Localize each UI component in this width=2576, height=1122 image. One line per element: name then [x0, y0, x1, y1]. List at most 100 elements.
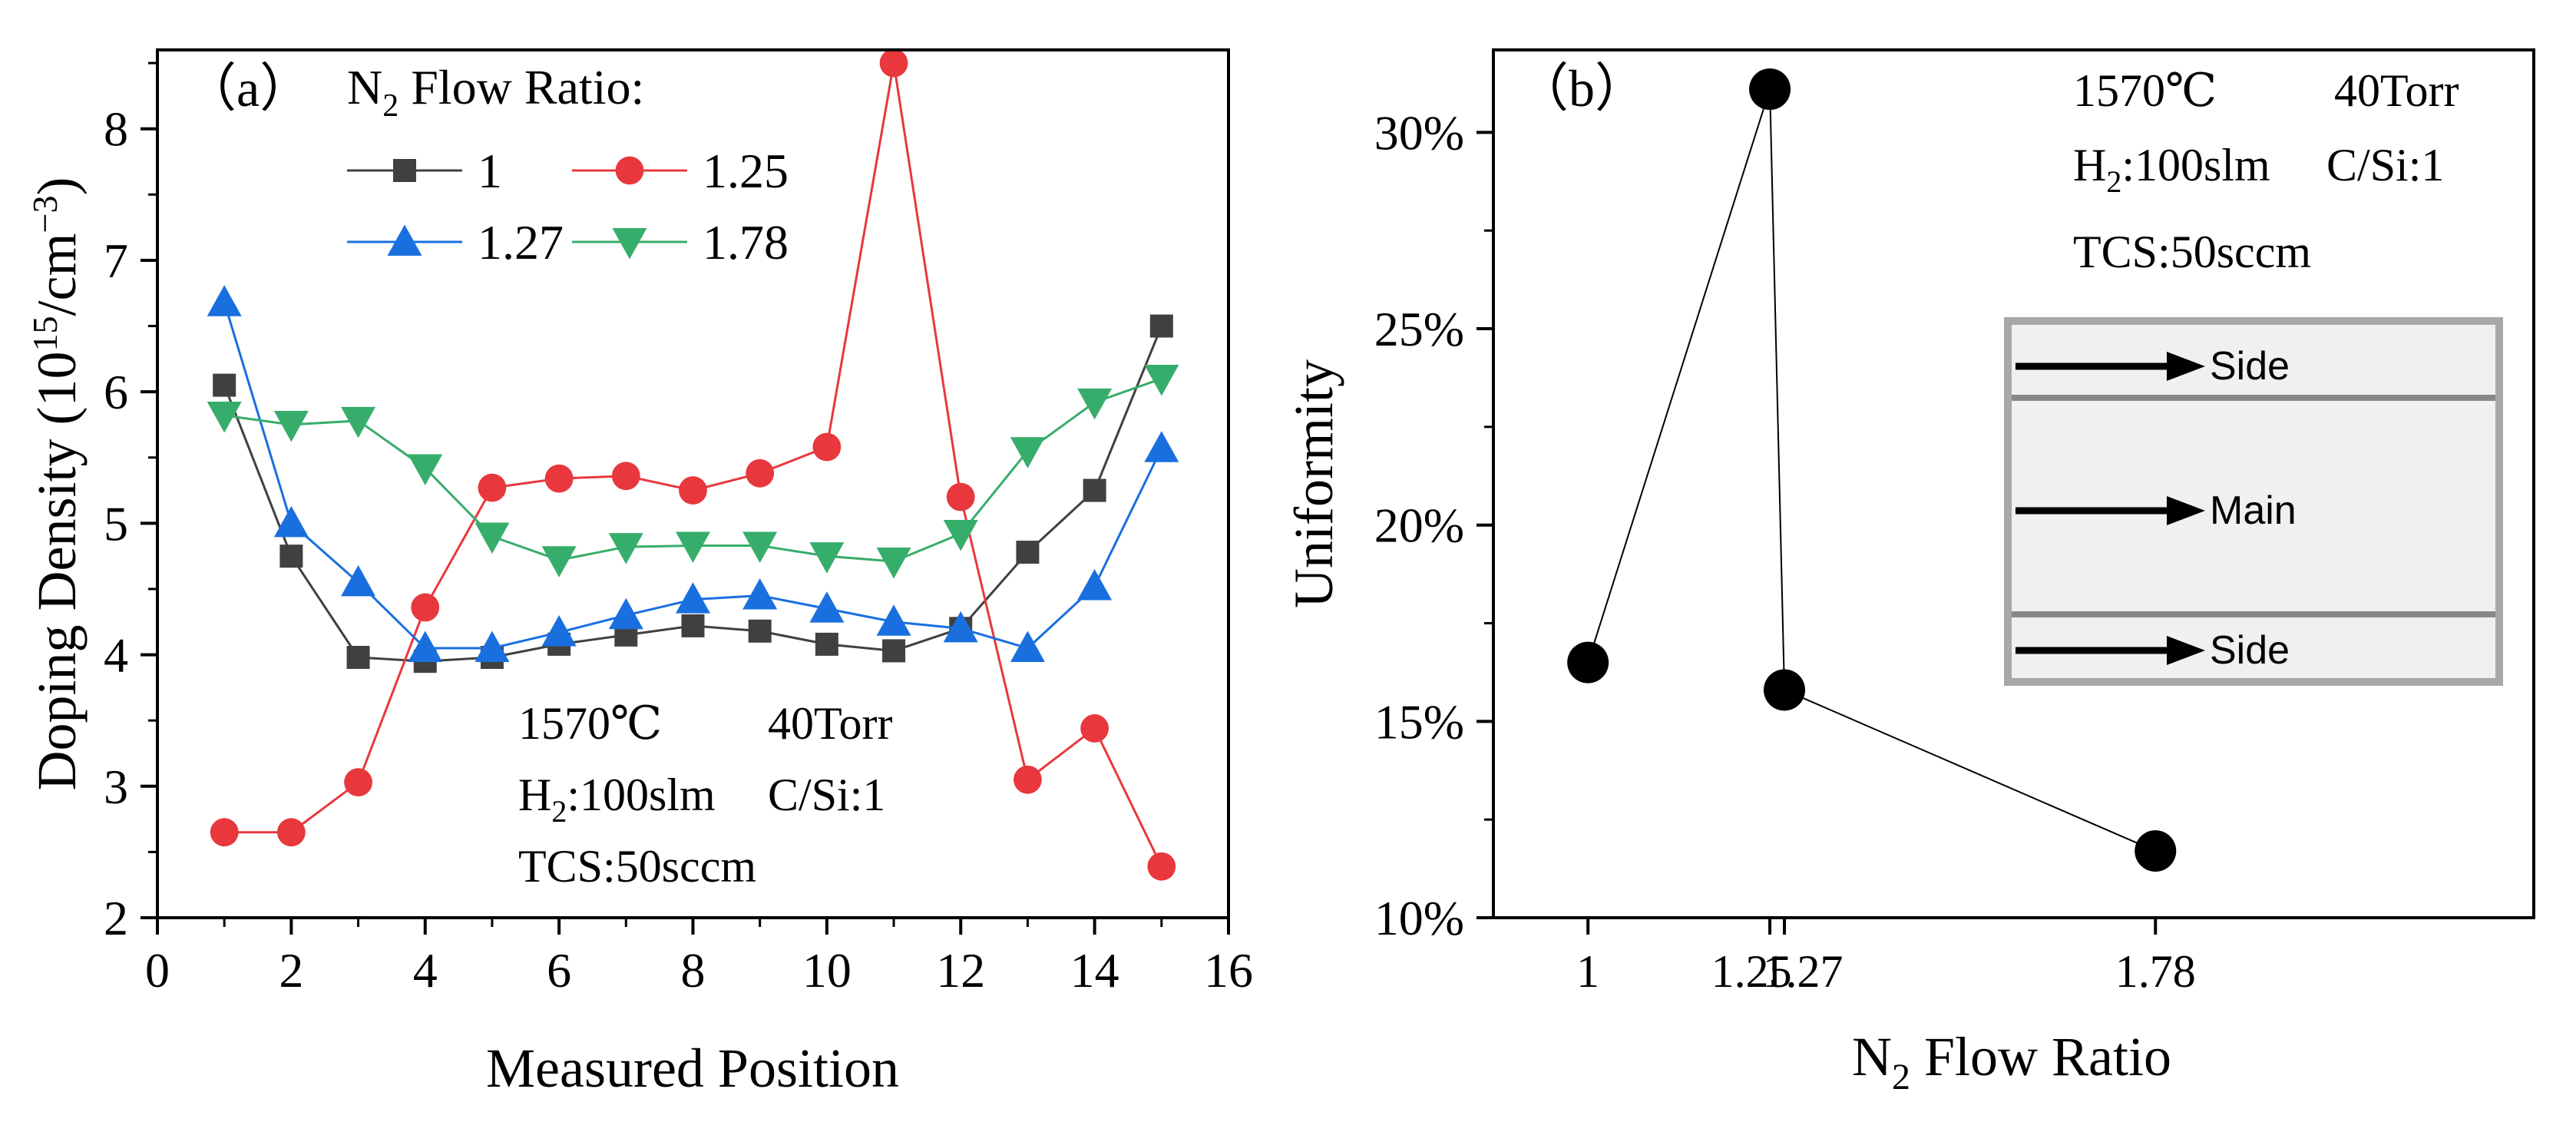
data-point [2135, 830, 2177, 872]
y-tick-label: 10% [1374, 891, 1464, 945]
inset-arrow-side-top [2015, 352, 2205, 381]
annotation-pressure: 40Torr [2334, 65, 2459, 116]
data-point [475, 631, 510, 663]
data-point [681, 614, 705, 637]
data-point [876, 604, 911, 636]
data-point [411, 593, 440, 622]
y-tick-label: 5 [104, 496, 128, 551]
data-point [876, 548, 911, 579]
panel-b-conditions-annotation: 1570℃ 40Torr H2:100slm C/Si:1 TCS:50sccm [2073, 65, 2459, 277]
legend-title: N2 Flow Ratio: [347, 60, 644, 124]
panel-b-tick-marks [1476, 131, 2158, 935]
legend-marker [615, 156, 644, 185]
data-point [544, 464, 574, 493]
annotation-h2-flow: H2:100slm [2073, 140, 2270, 199]
legend-marker [612, 228, 647, 260]
data-point [611, 462, 640, 491]
x-tick-label: 1.78 [2115, 946, 2196, 997]
panel-a-y-axis-title: Doping Density (1015/cm−3) [25, 177, 88, 791]
legend-label: 1 [478, 144, 502, 198]
x-tick-label: 1.27 [1763, 946, 1844, 997]
x-tick-label: 0 [145, 943, 170, 998]
arrow-head [2167, 636, 2205, 665]
data-point [408, 631, 443, 663]
series-1.27 [207, 285, 1179, 663]
data-point [1567, 641, 1609, 683]
panel-b-series-layer [1567, 68, 2177, 872]
data-point [1144, 431, 1179, 462]
data-point [1010, 631, 1045, 663]
data-point [879, 48, 908, 78]
y-tick-label: 4 [104, 628, 128, 683]
y-tick-label: 25% [1374, 302, 1464, 356]
panel-a-label: （a） [184, 59, 312, 117]
data-point [541, 614, 577, 647]
data-point [809, 591, 845, 623]
series-line [1587, 88, 2156, 852]
data-point [742, 531, 778, 563]
flow-schematic-inset: Side Main Side [2004, 317, 2503, 686]
y-tick-label: 2 [104, 891, 128, 945]
panel-b-x-axis-title: N2 Flow Ratio [1852, 1026, 2171, 1097]
x-tick-label: 2 [279, 943, 303, 998]
panel-b-y-axis-title: Uniformity [1283, 359, 1344, 608]
y-tick-label: 15% [1374, 694, 1464, 749]
x-tick-label: 6 [547, 943, 571, 998]
series-1.78 [207, 365, 1179, 579]
annotation-pressure: 40Torr [768, 698, 892, 749]
data-point [1014, 765, 1042, 794]
data-point [1077, 569, 1113, 601]
data-point [812, 432, 842, 462]
x-tick-label: 4 [413, 943, 438, 998]
legend-item-1.78: 1.78 [572, 215, 789, 270]
annotation-h2-flow: H2:100slm [518, 770, 716, 829]
y-tick-label: 20% [1374, 498, 1464, 553]
series-1.25 [210, 48, 1176, 881]
data-point [1749, 68, 1791, 111]
data-point [1083, 478, 1106, 502]
panel-a-x-axis-title: Measured Position [486, 1038, 899, 1099]
data-point [276, 818, 306, 847]
arrow-head [2167, 496, 2205, 525]
y-tick-label: 3 [104, 760, 128, 814]
data-point [676, 531, 710, 563]
data-point [946, 482, 975, 511]
legend-label: 1.27 [478, 215, 564, 270]
panel-a-legend: N2 Flow Ratio: 1 1.25 1.27 1.78 [347, 60, 789, 270]
data-point [346, 646, 370, 669]
series-uniformity [1567, 68, 2177, 872]
legend-item-1: 1 [347, 144, 502, 198]
x-tick-label: 14 [1070, 943, 1119, 998]
inset-arrow-main [2015, 496, 2205, 525]
y-tick-label: 6 [104, 365, 128, 419]
x-tick-label: 16 [1204, 943, 1253, 998]
panel-a-plot-frame [156, 48, 1230, 919]
y-tick-label: 7 [104, 233, 128, 288]
panel-b-label: （b） [1516, 59, 1647, 117]
data-point [1010, 437, 1045, 468]
data-point [943, 611, 978, 643]
panel-b-uniformity-chart: 10% 15% 20% 25% 30% 1 1.251.27 1.78 N2 Flow Rat… [1283, 48, 2535, 1097]
x-tick-label: 8 [681, 943, 706, 998]
data-point [608, 597, 643, 630]
data-point [676, 582, 710, 614]
data-point [1764, 669, 1806, 711]
data-point [882, 639, 906, 663]
data-point [341, 564, 376, 597]
data-point [742, 578, 778, 610]
annotation-temperature: 1570℃ [2073, 65, 2217, 116]
panel-b-plot-frame [1492, 48, 2535, 919]
data-point [809, 542, 845, 574]
data-point [1016, 541, 1040, 564]
x-tick-label: 10 [802, 943, 852, 998]
inset-label-side-top: Side [2210, 344, 2290, 389]
data-point [1080, 714, 1109, 743]
legend-item-1.27: 1.27 [347, 215, 564, 270]
data-point [1144, 365, 1179, 396]
annotation-c-si-ratio: C/Si:1 [2326, 140, 2444, 190]
data-point [943, 520, 978, 551]
inset-arrow-side-bottom [2015, 636, 2205, 665]
data-point [815, 632, 838, 656]
